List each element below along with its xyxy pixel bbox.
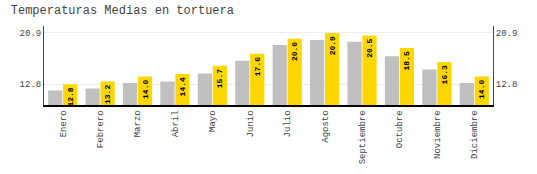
svg-text:Febrero: Febrero bbox=[96, 110, 106, 148]
svg-text:13.2: 13.2 bbox=[103, 85, 112, 104]
svg-text:18.5: 18.5 bbox=[402, 51, 411, 70]
svg-text:Octubre: Octubre bbox=[395, 110, 405, 148]
svg-text:12.8: 12.8 bbox=[20, 80, 42, 90]
svg-text:14.4: 14.4 bbox=[178, 77, 187, 96]
svg-text:17.6: 17.6 bbox=[253, 57, 262, 76]
svg-text:Abril: Abril bbox=[171, 110, 181, 137]
svg-text:15.7: 15.7 bbox=[215, 69, 224, 88]
svg-text:14.0: 14.0 bbox=[141, 80, 150, 99]
svg-text:Noviembre: Noviembre bbox=[433, 110, 443, 159]
svg-text:12.8: 12.8 bbox=[66, 87, 75, 106]
svg-text:Enero: Enero bbox=[59, 110, 69, 137]
svg-text:20.5: 20.5 bbox=[365, 38, 374, 57]
svg-text:20.9: 20.9 bbox=[328, 36, 337, 55]
svg-text:14.0: 14.0 bbox=[477, 80, 486, 99]
svg-text:Junio: Junio bbox=[246, 110, 256, 137]
svg-text:Julio: Julio bbox=[283, 110, 293, 137]
svg-text:12.8: 12.8 bbox=[496, 80, 518, 90]
svg-text:20.0: 20.0 bbox=[290, 42, 299, 61]
svg-text:Agosto: Agosto bbox=[321, 110, 331, 142]
svg-text:Mayo: Mayo bbox=[208, 110, 218, 132]
svg-text:20.9: 20.9 bbox=[20, 29, 42, 39]
svg-text:Diciembre: Diciembre bbox=[470, 110, 480, 159]
svg-text:Temperaturas Medias en tortuer: Temperaturas Medias en tortuera bbox=[11, 4, 234, 18]
svg-text:Septiembre: Septiembre bbox=[358, 110, 368, 164]
svg-text:16.3: 16.3 bbox=[440, 65, 449, 84]
svg-text:20.9: 20.9 bbox=[496, 29, 518, 39]
svg-text:Marzo: Marzo bbox=[133, 110, 143, 137]
